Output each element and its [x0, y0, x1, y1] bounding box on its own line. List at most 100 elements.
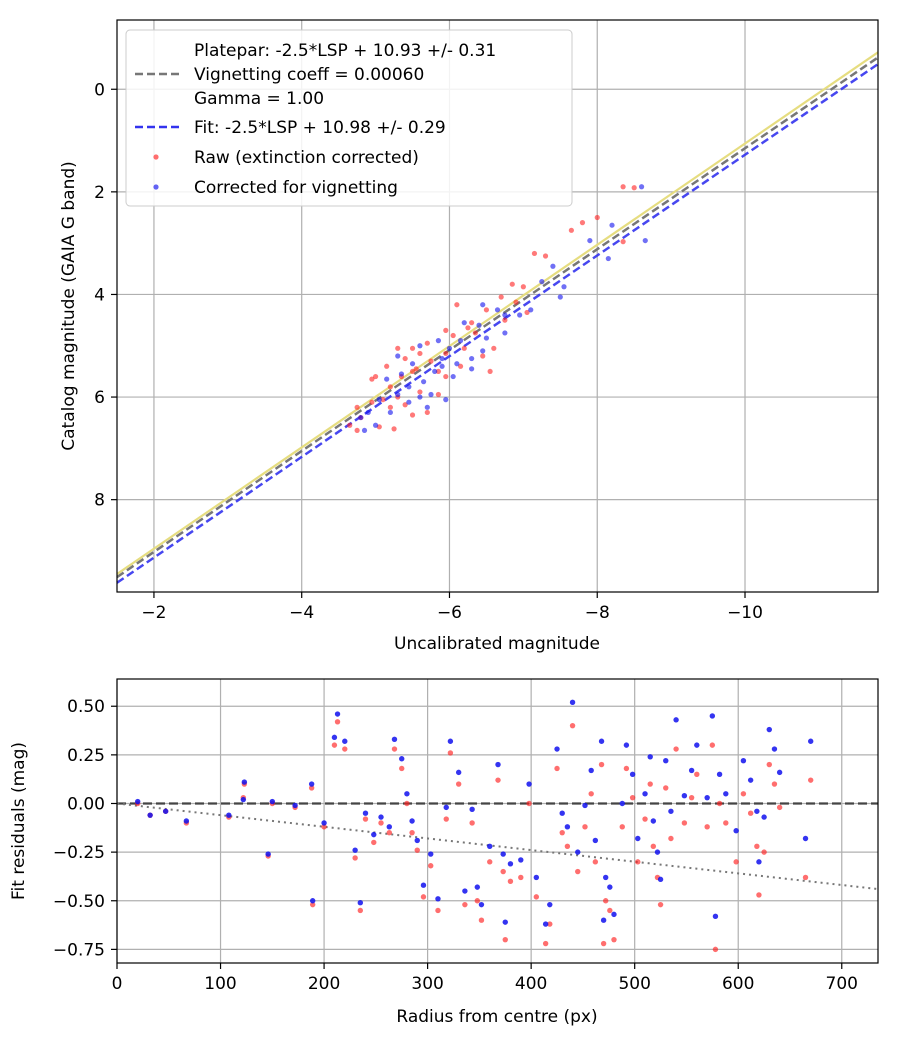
plot2-point-corrected	[635, 835, 641, 842]
plot1-point-corrected	[439, 355, 445, 362]
plot1-point-raw	[354, 427, 360, 434]
plot2-point-raw	[673, 746, 679, 752]
plot1-xtick-label: −10	[727, 603, 763, 623]
plot2-point-raw	[428, 863, 434, 869]
plot2-point-raw	[607, 907, 613, 914]
plot1-point-raw	[461, 345, 467, 351]
plot1-xtick-label: −6	[437, 603, 462, 623]
plot2-point-corrected	[495, 761, 501, 768]
plot1-ylabel: Catalog magnitude (GAIA G band)	[59, 161, 79, 451]
residuals-scatter-plot: 0 100 200 300 400 500 600 700 0.50 0.25 0.00 −0.25 −…	[9, 678, 879, 1027]
plot2-point-raw	[443, 816, 449, 822]
plot1-point-corrected	[457, 338, 464, 344]
plot1-xtick-label: −2	[141, 603, 166, 623]
plot2-point-corrected	[694, 742, 700, 748]
plot1-point-corrected	[384, 376, 390, 382]
plot1-point-corrected	[450, 373, 456, 380]
plot2-points	[135, 699, 814, 953]
plot1-point-corrected	[406, 384, 412, 390]
plot2-point-corrected	[357, 899, 364, 906]
plot2-point-raw	[716, 800, 723, 807]
legend-box	[125, 29, 573, 207]
plot1-point-corrected	[358, 414, 364, 421]
plot2-point-raw	[542, 940, 549, 947]
plot1-line-fit	[116, 63, 879, 584]
plot2-point-raw	[420, 894, 427, 900]
plot2-point-corrected	[623, 742, 630, 748]
plot2-point-corrected	[657, 876, 664, 883]
plot2-point-corrected	[487, 843, 493, 849]
plot2-point-corrected	[309, 898, 316, 904]
plot1-point-raw	[631, 185, 637, 191]
plot2-point-corrected	[802, 835, 809, 842]
plot2-point-raw	[308, 785, 315, 791]
plot1-point-raw	[387, 404, 393, 410]
plot1-point-corrected	[417, 394, 423, 400]
plot1-point-corrected	[502, 312, 508, 318]
plot2-point-raw	[474, 898, 481, 904]
plot2-point-corrected	[292, 802, 298, 809]
plot1-point-raw	[594, 214, 600, 221]
plot1-line-platepar	[116, 56, 879, 579]
plot1-point-raw	[369, 399, 375, 405]
plot1-point-raw	[579, 220, 586, 226]
plot1-point-corrected	[443, 397, 449, 403]
plot1-xtick-label: −8	[585, 603, 610, 623]
plot2-point-corrected	[226, 812, 232, 818]
plot2-point-corrected	[474, 884, 481, 890]
plot2-point-corrected	[265, 851, 271, 857]
plot1-point-raw	[454, 302, 460, 308]
plot2-point-raw	[602, 898, 609, 904]
plot2-point-raw	[663, 785, 669, 791]
plot2-ytick-label: −0.50	[53, 892, 105, 912]
plot1-point-raw	[347, 422, 353, 428]
plot2-point-raw	[331, 742, 338, 748]
legend-corrected-label: Corrected for vignetting	[194, 178, 398, 198]
plot2-point-raw	[657, 901, 664, 908]
plot1-point-corrected	[421, 379, 427, 385]
plot2-point-raw	[802, 874, 809, 881]
plot1-point-corrected	[454, 361, 460, 367]
plot1-point-raw	[402, 355, 408, 362]
plot1-point-corrected	[372, 422, 379, 428]
plot2-xtick-label: 100	[204, 974, 236, 994]
plot2-point-raw	[623, 765, 630, 772]
plot2-point-raw	[600, 940, 607, 947]
plot2-point-raw	[619, 824, 625, 830]
plot2-point-corrected	[733, 828, 739, 834]
plot1-point-raw	[384, 363, 390, 369]
plot2-point-raw	[409, 829, 415, 836]
plot2-point-raw	[740, 791, 747, 797]
plot2-point-corrected	[428, 851, 434, 857]
plot2-point-corrected	[399, 756, 405, 762]
plot2-point-raw	[526, 800, 532, 807]
plot2-point-raw	[564, 843, 571, 849]
plot2-point-raw	[462, 901, 468, 908]
plot2-point-raw	[469, 820, 475, 826]
plot1-point-corrected	[517, 312, 523, 318]
plot2-point-corrected	[723, 791, 729, 797]
plot1-point-raw	[409, 368, 416, 375]
plot2-ytick-label: 0.50	[67, 697, 105, 717]
plot2-point-corrected	[526, 781, 532, 787]
plot2-xtick-label: 500	[618, 974, 650, 994]
plot2-point-raw	[709, 742, 716, 748]
plot1-point-raw	[409, 345, 416, 351]
plot1-point-raw	[428, 358, 434, 364]
plot2-point-corrected	[559, 810, 565, 816]
plot2-point-corrected	[269, 798, 276, 805]
plot2-point-corrected	[554, 746, 560, 752]
plot1-point-raw	[435, 368, 441, 375]
plot1-point-corrected	[446, 345, 453, 351]
plot2-point-raw	[756, 892, 762, 898]
plot1-point-corrected	[428, 391, 434, 398]
plot2-point-corrected	[478, 901, 485, 908]
plot2-point-corrected	[619, 800, 625, 807]
plot2-point-raw	[747, 810, 754, 816]
plot2-point-raw	[575, 868, 581, 875]
plot2-point-raw	[334, 719, 341, 725]
plot1-point-raw	[424, 409, 430, 416]
legend-fit-label: Fit: -2.5*LSP + 10.98 +/- 0.29	[194, 118, 446, 138]
plot1-lines	[116, 51, 879, 584]
